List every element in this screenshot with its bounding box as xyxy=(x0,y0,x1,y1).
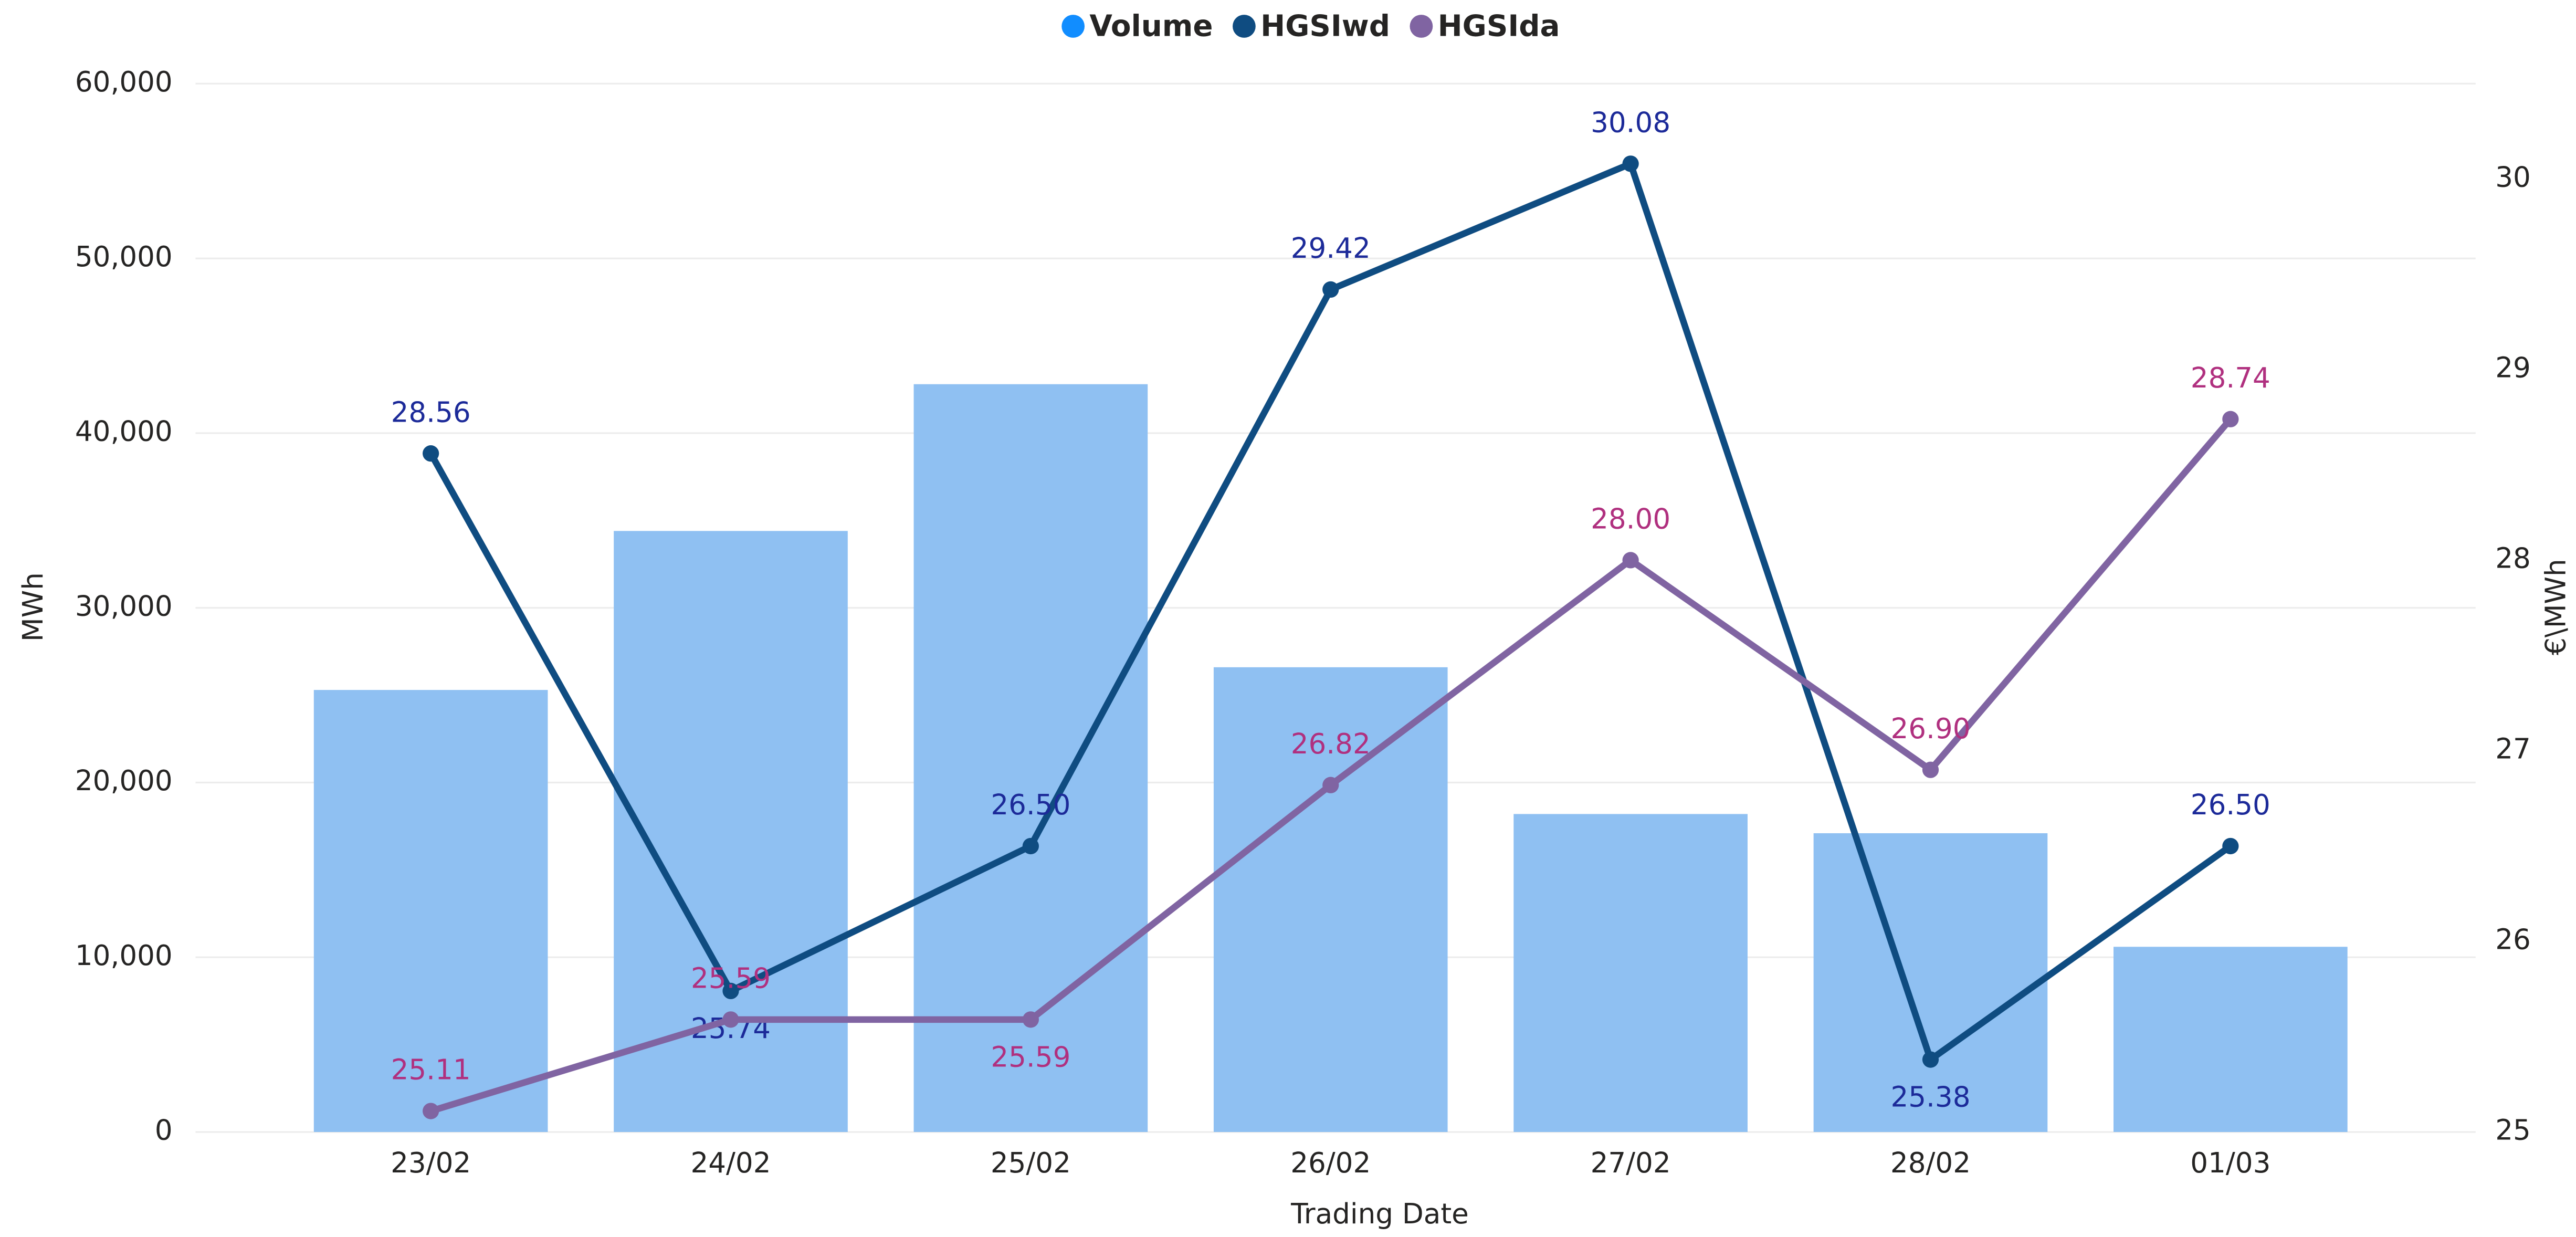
bar xyxy=(1813,833,2048,1133)
y2-tick-label: 27 xyxy=(2495,733,2531,766)
point xyxy=(1622,552,1639,569)
data-label: 28.56 xyxy=(391,396,471,428)
point xyxy=(1022,1011,1039,1028)
y-tick-label: 40,000 xyxy=(75,415,173,448)
legend-label: Volume xyxy=(1089,9,1213,44)
point xyxy=(1322,777,1339,793)
legend-swatch xyxy=(1410,15,1433,38)
data-label: 26.50 xyxy=(991,789,1070,821)
point xyxy=(2222,411,2239,427)
legend-label: HGSIwd xyxy=(1260,9,1390,44)
y2-tick-label: 28 xyxy=(2495,542,2531,575)
y2-tick-label: 25 xyxy=(2495,1114,2531,1147)
bar xyxy=(313,690,548,1133)
point xyxy=(722,1011,739,1028)
y2-tick-label: 26 xyxy=(2495,924,2531,956)
point xyxy=(1922,761,1939,778)
data-label: 26.82 xyxy=(1291,728,1371,760)
point xyxy=(423,1103,439,1119)
y-axis-title: MWh xyxy=(17,572,49,642)
point xyxy=(722,982,739,1000)
y-tick-label: 30,000 xyxy=(75,590,173,622)
y2-tick-label: 30 xyxy=(2495,161,2531,194)
x-tick-label: 26/02 xyxy=(1290,1147,1371,1179)
x-tick-label: 25/02 xyxy=(991,1147,1071,1179)
x-tick-label: 23/02 xyxy=(391,1147,471,1179)
data-label: 26.50 xyxy=(2191,789,2270,821)
data-label: 29.42 xyxy=(1291,232,1371,265)
data-label: 30.08 xyxy=(1591,106,1670,139)
y2-tick-label: 29 xyxy=(2495,352,2531,384)
x-tick-label: 01/03 xyxy=(2190,1147,2270,1179)
x-tick-label: 28/02 xyxy=(1890,1147,1971,1179)
data-label: 28.74 xyxy=(2191,362,2270,394)
data-label: 25.59 xyxy=(691,962,771,994)
y2-axis-title: €\MWh xyxy=(2540,559,2572,655)
y-tick-label: 0 xyxy=(155,1114,173,1147)
bar xyxy=(2114,947,2348,1133)
x-axis-title: Trading Date xyxy=(1290,1198,1469,1230)
point xyxy=(1322,281,1339,298)
legend-swatch xyxy=(1061,15,1085,38)
data-label: 28.00 xyxy=(1591,503,1670,536)
data-label: 25.11 xyxy=(391,1054,471,1086)
legend-swatch xyxy=(1233,15,1256,38)
point xyxy=(423,445,439,462)
bar xyxy=(1513,814,1748,1133)
bar xyxy=(1213,667,1448,1133)
bar xyxy=(614,531,848,1133)
point xyxy=(2222,837,2239,855)
data-label: 25.59 xyxy=(991,1041,1070,1073)
point xyxy=(1622,155,1639,172)
point xyxy=(1022,837,1039,855)
y-tick-label: 50,000 xyxy=(75,240,173,273)
legend-label: HGSIda xyxy=(1438,9,1560,44)
y-tick-label: 10,000 xyxy=(75,939,173,972)
y-tick-label: 60,000 xyxy=(75,66,173,98)
data-label: 26.90 xyxy=(1890,712,1970,745)
x-tick-label: 24/02 xyxy=(690,1147,771,1179)
legend: Volume HGSIwd HGSIda xyxy=(1061,9,1560,44)
point xyxy=(1922,1051,1939,1068)
bar xyxy=(913,384,1148,1133)
y-tick-label: 20,000 xyxy=(75,764,173,797)
data-label: 25.38 xyxy=(1890,1081,1970,1114)
x-tick-label: 27/02 xyxy=(1591,1147,1671,1179)
